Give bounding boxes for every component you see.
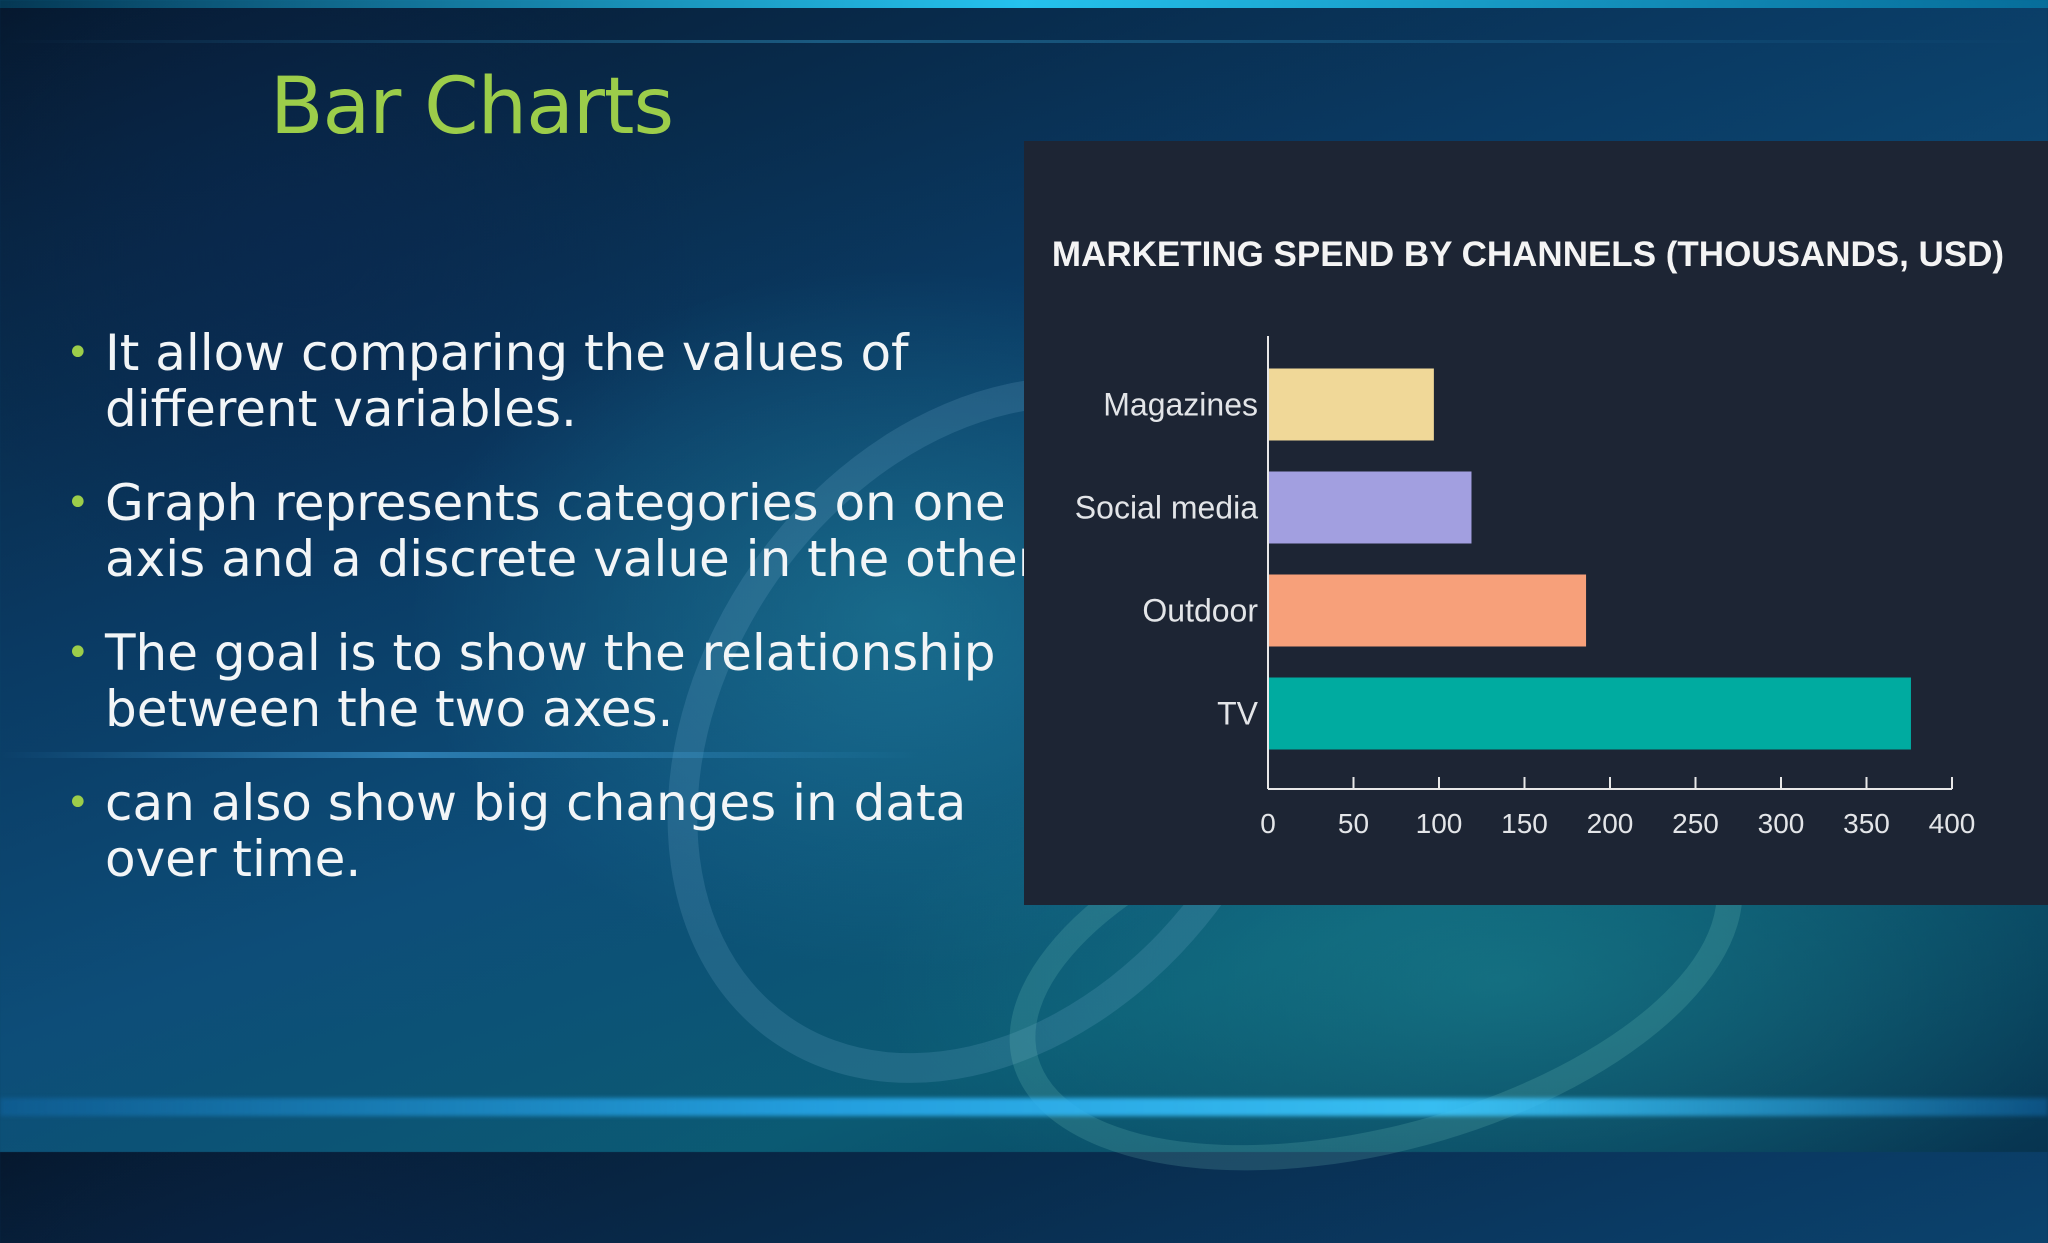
- chart-marks: 0 50 100 150 200 250 300 350 400 Magazines Social …: [1075, 336, 1976, 839]
- bar: [1269, 677, 1911, 750]
- bullet-marker-icon: •: [66, 630, 90, 676]
- bar: [1269, 574, 1587, 647]
- bullet-text: It allow comparing the values of differe…: [105, 324, 909, 438]
- bar: [1269, 368, 1434, 441]
- category-label: TV: [1217, 696, 1259, 732]
- bullet-item: • The goal is to show the relationship be…: [60, 625, 1060, 737]
- x-tick-label: 50: [1338, 808, 1369, 839]
- category-label: Social media: [1075, 490, 1258, 526]
- bullet-item: • Graph represents categories on one axis…: [60, 475, 1060, 587]
- chart-panel: MARKETING SPEND BY CHANNELS (THOUSANDS, …: [1024, 141, 2048, 905]
- slide-title: Bar Charts: [270, 62, 674, 152]
- top-light-streak: [0, 0, 2048, 8]
- bullet-list: • It allow comparing the values of differ…: [60, 325, 1060, 925]
- bullet-marker-icon: •: [66, 480, 90, 526]
- top-light-streak-faint: [0, 40, 2048, 43]
- category-label: Magazines: [1103, 387, 1258, 423]
- x-tick-label: 300: [1758, 808, 1805, 839]
- x-tick-label: 0: [1260, 808, 1276, 839]
- category-label: Outdoor: [1142, 593, 1258, 629]
- bullet-item: • It allow comparing the values of differ…: [60, 325, 1060, 437]
- x-tick-label: 250: [1672, 808, 1719, 839]
- x-tick-label: 400: [1929, 808, 1976, 839]
- x-tick-label: 150: [1501, 808, 1548, 839]
- bullet-text: can also show big changes in data over t…: [105, 774, 967, 888]
- bullet-marker-icon: •: [66, 330, 90, 376]
- x-tick-label: 100: [1416, 808, 1463, 839]
- bullet-marker-icon: •: [66, 780, 90, 826]
- bullet-text: Graph represents categories on one axis …: [105, 474, 1050, 588]
- bottom-light-streak: [0, 1098, 2048, 1116]
- bullet-item: • can also show big changes in data over …: [60, 775, 1060, 887]
- bullet-text: The goal is to show the relationship bet…: [105, 624, 996, 738]
- bar: [1269, 471, 1472, 544]
- bar-chart: MARKETING SPEND BY CHANNELS (THOUSANDS, …: [1052, 235, 2004, 839]
- x-tick-label: 200: [1587, 808, 1634, 839]
- chart-title: MARKETING SPEND BY CHANNELS (THOUSANDS, …: [1052, 235, 2004, 274]
- x-tick-label: 350: [1843, 808, 1890, 839]
